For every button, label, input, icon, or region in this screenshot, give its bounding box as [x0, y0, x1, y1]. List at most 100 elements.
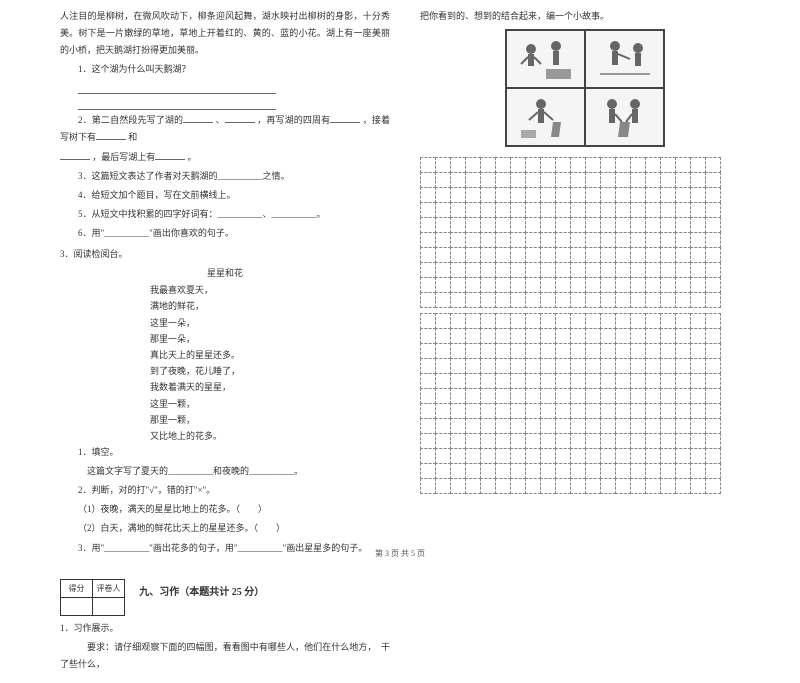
writing-cell: [525, 478, 541, 494]
writing-cell: [675, 463, 691, 479]
writing-cell: [540, 388, 556, 404]
writing-cell: [465, 328, 481, 344]
writing-cell: [645, 388, 661, 404]
writing-cell: [675, 313, 691, 329]
writing-cell: [645, 358, 661, 374]
writing-cell: [585, 373, 601, 389]
writing-cell: [600, 217, 616, 233]
writing-cell: [570, 328, 586, 344]
writing-cell: [705, 463, 721, 479]
writing-cell: [510, 277, 526, 293]
writing-cont: 把你看到的、想到的结合起来，编一个小故事。: [420, 8, 750, 25]
writing-cell: [495, 478, 511, 494]
writing-cell: [525, 247, 541, 263]
writing-cell: [450, 343, 466, 359]
writing-cell: [705, 313, 721, 329]
writing-cell: [615, 172, 631, 188]
writing-cell: [495, 448, 511, 464]
writing-cell: [645, 292, 661, 308]
writing-cell: [570, 262, 586, 278]
writing-cell: [465, 247, 481, 263]
writing-cell: [540, 433, 556, 449]
writing-cell: [480, 157, 496, 173]
writing-cell: [435, 448, 451, 464]
writing-cell: [570, 373, 586, 389]
writing-cell: [660, 328, 676, 344]
writing-cell: [630, 157, 646, 173]
writing-cell: [510, 328, 526, 344]
section-9-header: 得分评卷人 九、习作（本题共计 25 分）: [60, 571, 390, 616]
writing-cell: [645, 328, 661, 344]
writing-cell: [450, 202, 466, 218]
writing-cell: [435, 373, 451, 389]
writing-cell: [495, 292, 511, 308]
poem-title: 星星和花: [60, 265, 390, 282]
writing-cell: [555, 313, 571, 329]
writing-cell: [480, 373, 496, 389]
writing-cell: [510, 448, 526, 464]
writing-cell: [495, 247, 511, 263]
writing-cell: [435, 313, 451, 329]
writing-cell: [570, 247, 586, 263]
writing-cell: [465, 403, 481, 419]
writing-cell: [600, 418, 616, 434]
writing-cell: [465, 217, 481, 233]
writing-cell: [450, 247, 466, 263]
writing-cell: [630, 418, 646, 434]
writing-cell: [690, 418, 706, 434]
writing-cell: [615, 418, 631, 434]
writing-cell: [705, 328, 721, 344]
writing-cell: [435, 463, 451, 479]
writing-cell: [450, 388, 466, 404]
writing-cell: [630, 202, 646, 218]
picture-3: [506, 88, 585, 146]
question-6: 6．用"__________"画出你喜欢的句子。: [60, 225, 390, 242]
writing-cell: [555, 157, 571, 173]
writing-cell: [705, 403, 721, 419]
right-column: 把你看到的、想到的结合起来，编一个小故事。: [420, 8, 750, 675]
writing-cell: [525, 277, 541, 293]
writing-cell: [690, 157, 706, 173]
writing-cell: [705, 217, 721, 233]
writing-cell: [495, 358, 511, 374]
writing-cell: [705, 358, 721, 374]
writing-cell: [450, 187, 466, 203]
section-9-title: 九、习作（本题共计 25 分）: [139, 583, 264, 602]
writing-cell: [450, 277, 466, 293]
writing-cell: [585, 262, 601, 278]
writing-cell: [660, 358, 676, 374]
writing-cell: [615, 157, 631, 173]
writing-cell: [540, 313, 556, 329]
poem-q1: 1．填空。: [60, 444, 390, 461]
writing-cell: [525, 232, 541, 248]
writing-cell: [480, 433, 496, 449]
picture-2: [585, 30, 664, 88]
writing-cell: [465, 262, 481, 278]
writing-cell: [690, 232, 706, 248]
score-cell: [61, 597, 93, 615]
writing-cell: [450, 232, 466, 248]
writing-cell: [555, 247, 571, 263]
writing-cell: [615, 403, 631, 419]
writing-cell: [480, 463, 496, 479]
writing-cell: [705, 262, 721, 278]
answer-line-2: [78, 96, 276, 110]
writing-cell: [510, 403, 526, 419]
writing-cell: [570, 448, 586, 464]
writing-cell: [615, 232, 631, 248]
writing-cell: [675, 277, 691, 293]
writing-cell: [615, 448, 631, 464]
writing-cell: [570, 172, 586, 188]
writing-cell: [435, 358, 451, 374]
writing-cell: [465, 172, 481, 188]
writing-cell: [420, 202, 436, 218]
writing-cell: [510, 433, 526, 449]
writing-cell: [555, 202, 571, 218]
writing-cell: [585, 418, 601, 434]
writing-cell: [555, 433, 571, 449]
picture-4: [585, 88, 664, 146]
intro-paragraph: 人注目的是柳树，在微风吹动下，柳条迎风起舞，湖水映衬出柳树的身影，十分秀美。树下…: [60, 8, 390, 59]
writing-cell: [420, 358, 436, 374]
writing-cell: [690, 187, 706, 203]
writing-cell: [510, 292, 526, 308]
